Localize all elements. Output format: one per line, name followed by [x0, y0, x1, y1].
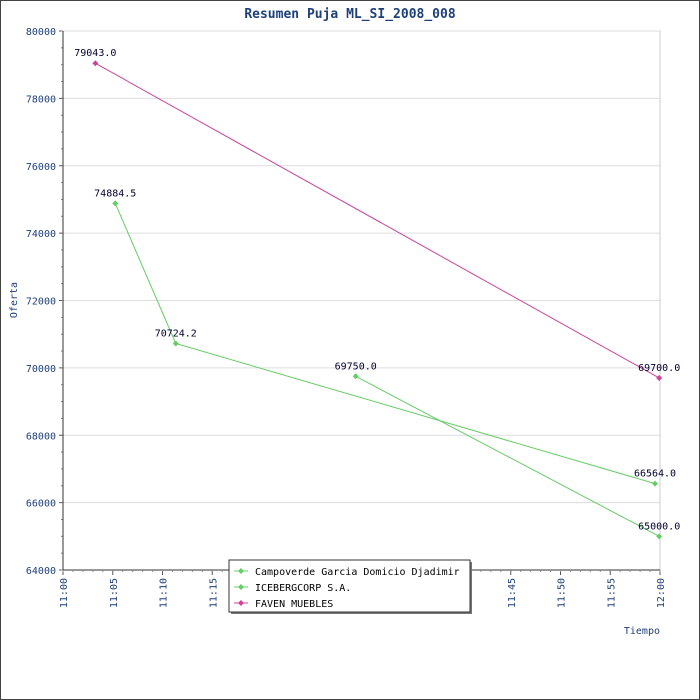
series-line — [95, 62, 660, 379]
legend-marker — [238, 584, 244, 590]
data-label: 79043.0 — [74, 48, 116, 59]
data-label: 65000.0 — [638, 521, 680, 532]
y-tick-label: 80000 — [26, 27, 56, 38]
data-label: 66564.0 — [634, 469, 676, 480]
y-tick-label: 78000 — [26, 94, 56, 105]
x-tick-label: 11:45 — [507, 578, 518, 608]
x-tick-label: 11:00 — [59, 578, 70, 608]
legend-entry: ICEBERGCORP S.A. — [255, 583, 351, 594]
y-tick-label: 68000 — [26, 431, 56, 442]
data-label: 74884.5 — [94, 188, 136, 199]
y-tick-label: 76000 — [26, 162, 56, 173]
legend-marker — [238, 600, 244, 606]
x-tick-label: 11:55 — [606, 578, 617, 608]
x-axis-label: Tiempo — [624, 626, 660, 637]
x-tick-label: 11:50 — [557, 578, 568, 608]
x-tick-label: 12:00 — [656, 578, 667, 608]
data-point — [656, 533, 663, 540]
x-tick-label: 11:10 — [159, 578, 170, 608]
data-point — [352, 373, 359, 380]
data-point — [92, 60, 99, 67]
data-label: 70724.2 — [155, 328, 197, 339]
y-tick-label: 70000 — [26, 364, 56, 375]
data-point — [652, 480, 659, 487]
y-tick-label: 74000 — [26, 229, 56, 240]
legend-box — [228, 559, 471, 613]
data-label: 69750.0 — [335, 361, 377, 372]
series-line — [355, 375, 660, 537]
legend-marker — [238, 568, 244, 574]
legend-entry: Campoverde Garcia Domicio Djadimir — [255, 567, 460, 578]
y-tick-label: 64000 — [26, 566, 56, 577]
data-label: 69700.0 — [638, 363, 680, 374]
legend-entry: FAVEN MUEBLES — [255, 599, 333, 610]
x-tick-label: 11:05 — [109, 578, 120, 608]
data-point — [656, 374, 663, 381]
y-tick-label: 66000 — [26, 499, 56, 510]
data-point — [112, 200, 119, 207]
y-axis-label: Oferta — [9, 282, 20, 318]
y-tick-label: 72000 — [26, 297, 56, 308]
data-point — [172, 340, 179, 347]
x-tick-label: 11:15 — [208, 578, 219, 608]
chart-title: Resumen Puja ML_SI_2008_008 — [244, 7, 455, 22]
